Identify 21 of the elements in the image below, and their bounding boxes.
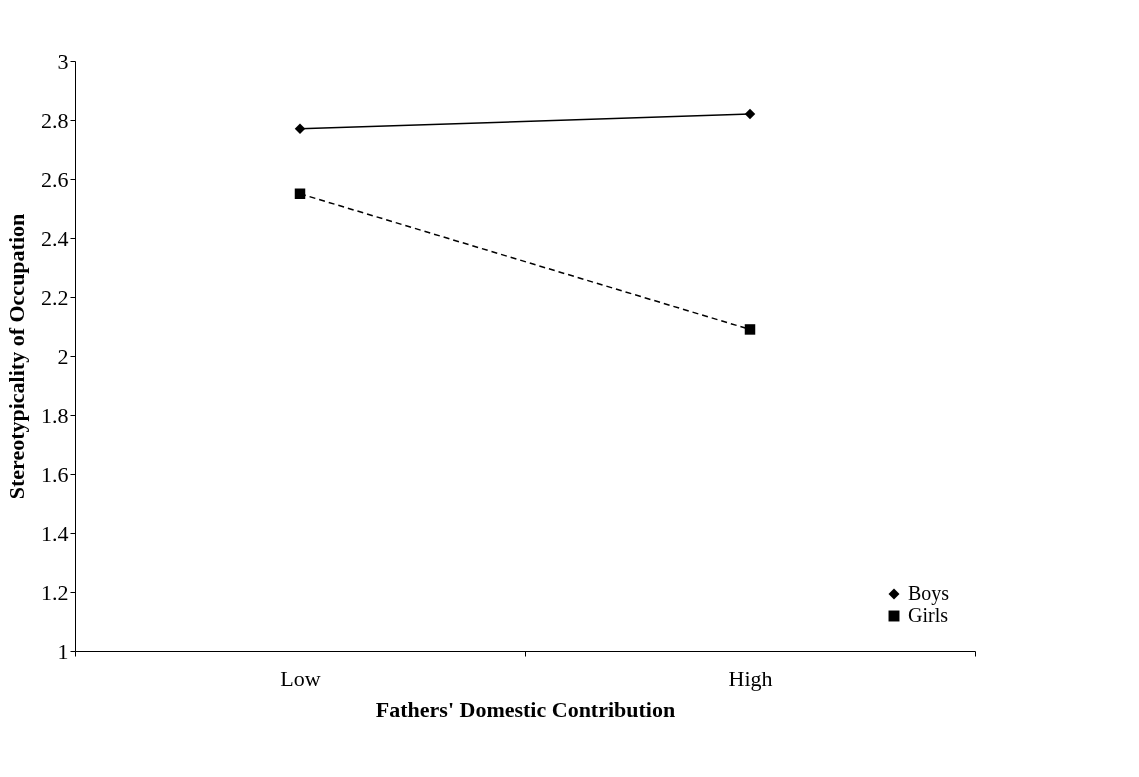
y-tick-label: 2.4 [41,225,69,251]
legend-label: Boys [908,582,950,605]
x-tick-label: High [728,665,773,691]
x-axis-title: Fathers' Domestic Contribution [375,696,676,722]
y-tick-label: 3 [57,48,69,74]
y-tick-label: 1.8 [41,402,69,428]
y-tick-label: 1.2 [41,579,69,605]
point [744,108,756,120]
y-tick-label: 2.8 [41,107,69,133]
y-axis-title: Stereotypicality of Occupation [4,213,29,500]
point [294,123,306,135]
y-tick-label: 2.2 [41,284,69,310]
y-tick-label: 1.4 [41,520,69,546]
x-tick-label: Low [280,665,321,691]
point [294,188,306,199]
point [744,324,756,335]
legend-label: Girls [908,604,949,626]
y-tick-label: 2.6 [41,166,69,192]
y-tick-label: 2 [57,343,69,369]
y-tick-label: 1.6 [41,461,69,487]
y-tick-label: 1 [57,638,69,664]
